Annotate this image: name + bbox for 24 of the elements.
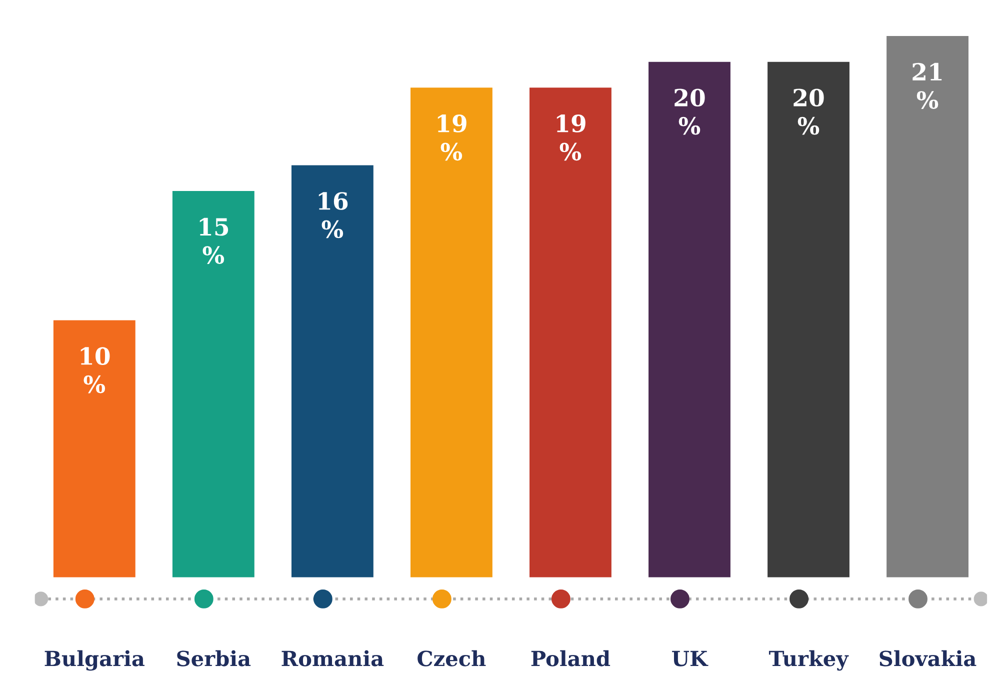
x-tick-label: UK	[672, 650, 708, 666]
data-label: 20 %	[794, 88, 824, 135]
x-tick-label: Czech	[418, 650, 486, 666]
bar	[409, 86, 494, 578]
bar	[885, 34, 970, 578]
data-label: 15 %	[200, 218, 228, 264]
data-label: 19 %	[438, 114, 466, 161]
x-tick-label: Poland	[531, 650, 610, 666]
bar	[171, 190, 256, 578]
bar	[528, 86, 613, 578]
x-tick-label: Turkey	[768, 650, 849, 671]
data-label: 16 %	[318, 192, 348, 238]
bar	[290, 164, 375, 578]
x-tick-label: Serbia	[177, 650, 251, 666]
bar	[52, 318, 137, 578]
x-tick-label: Slovakia	[880, 650, 976, 666]
bar	[766, 60, 851, 578]
x-tick-label: Romania	[282, 650, 384, 666]
x-tick-label: Bulgaria	[44, 650, 144, 671]
bar	[647, 60, 732, 578]
data-label: 21 %	[912, 62, 942, 109]
data-label: 20 %	[674, 88, 705, 135]
data-label: 10 %	[80, 347, 110, 394]
data-label: 19 %	[556, 114, 586, 161]
